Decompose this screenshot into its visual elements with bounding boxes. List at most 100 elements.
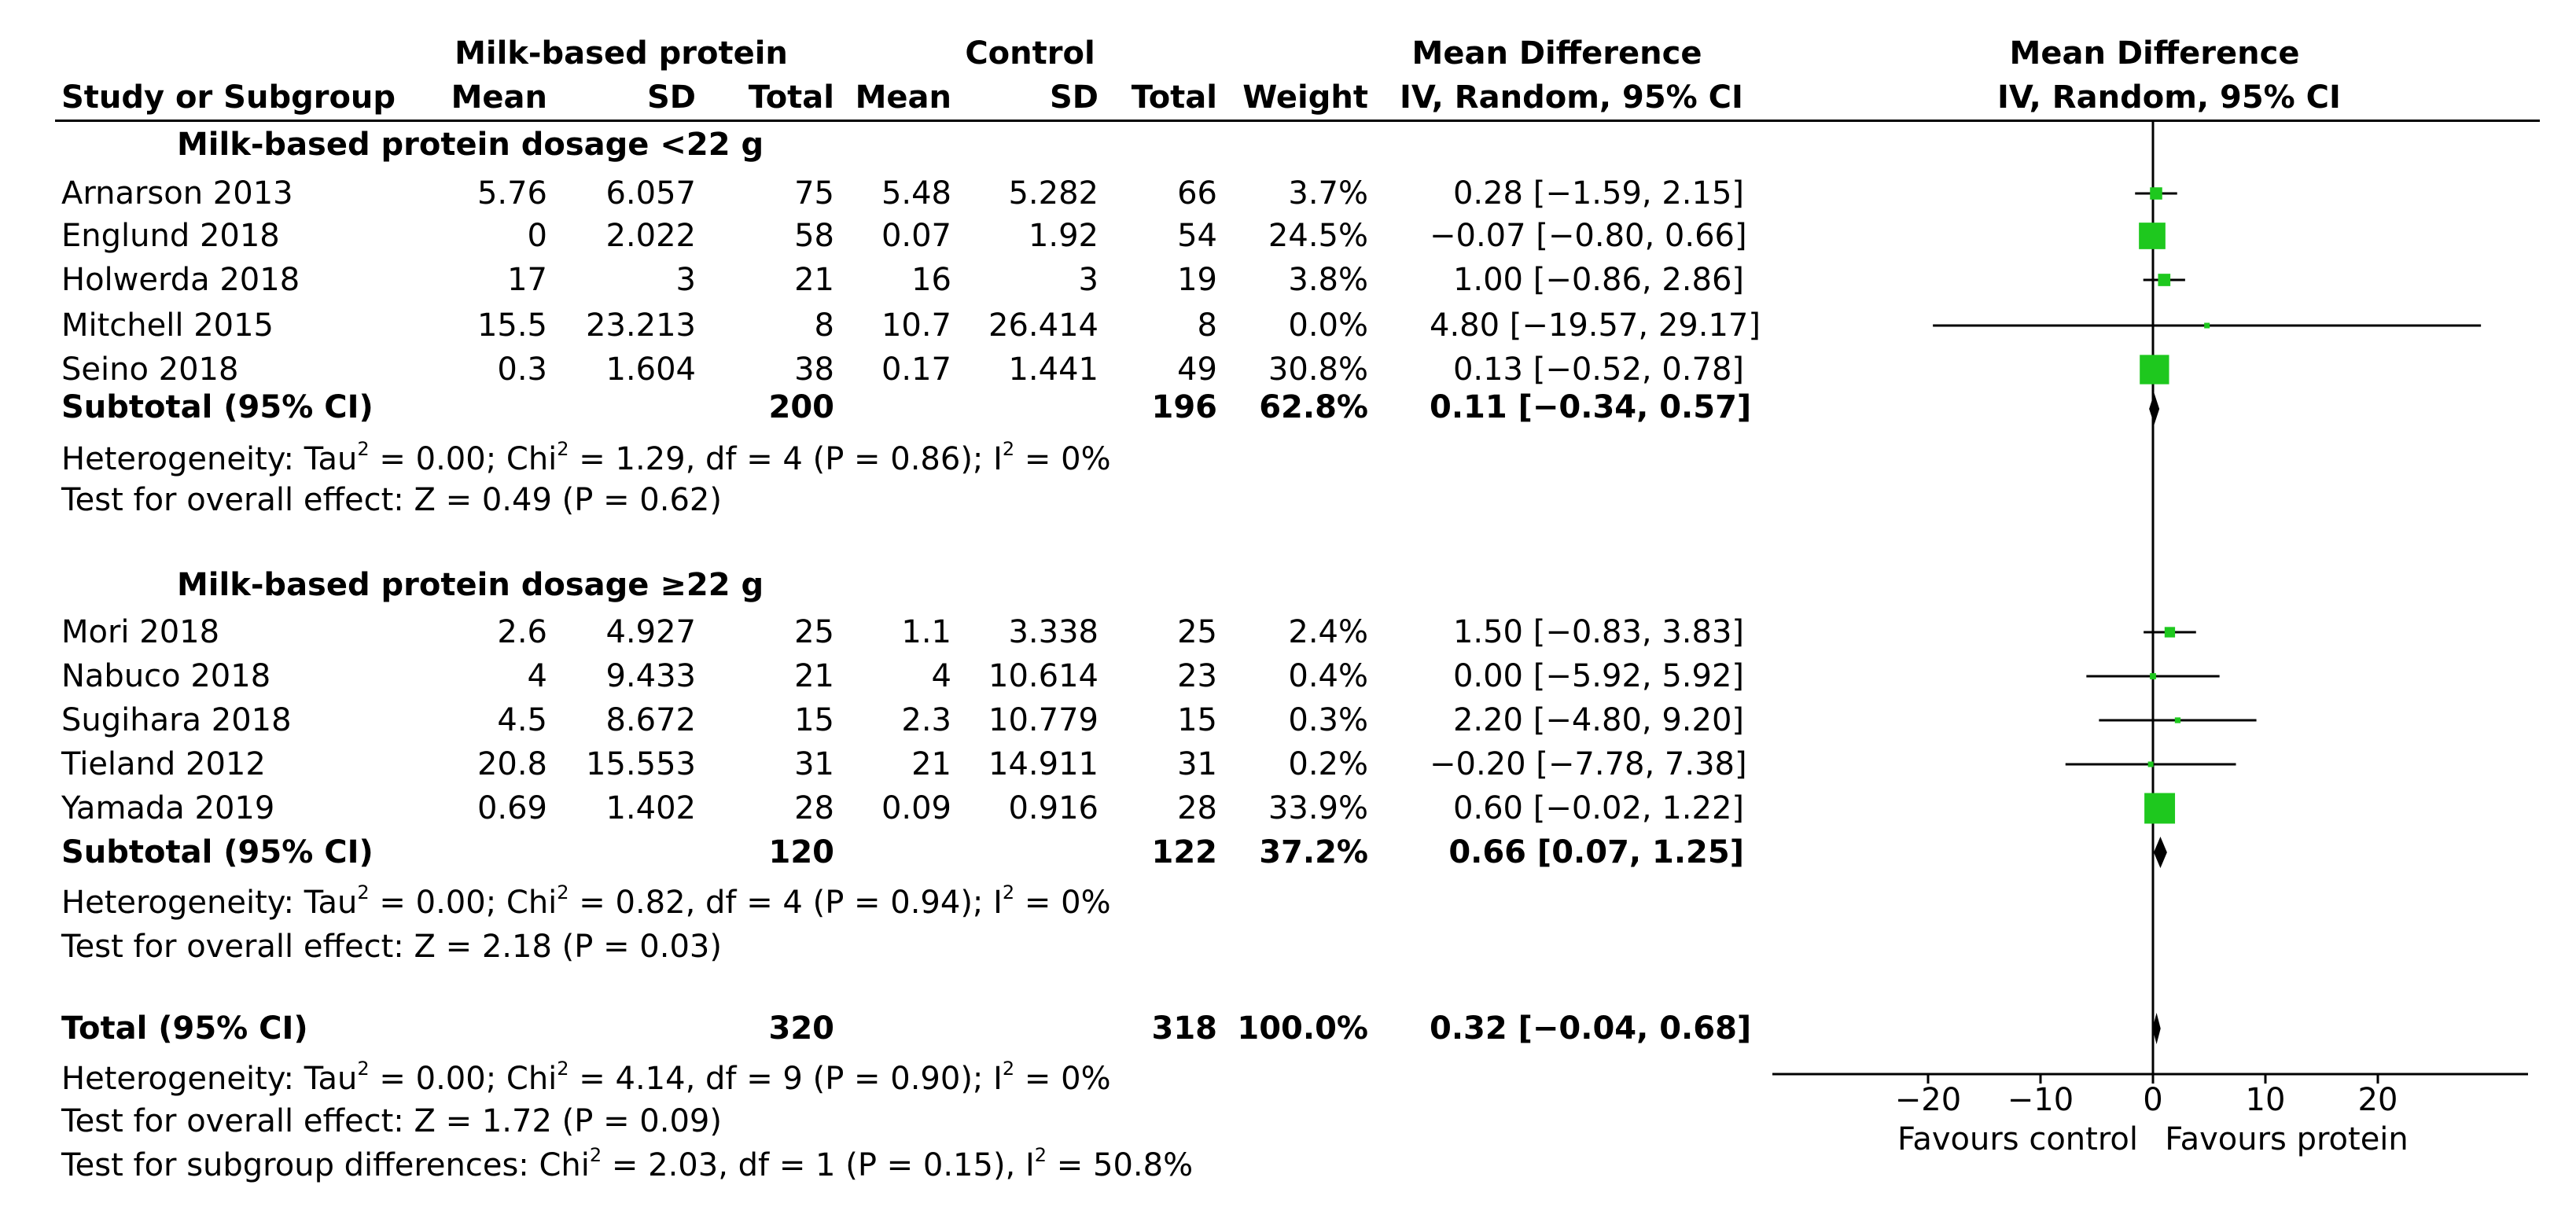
study-n1-cell: 75: [794, 175, 834, 212]
subtotal-label: Subtotal (95% CI): [61, 834, 374, 870]
subgroup-differences-text: Test for subgroup differences: Chi2 = 2.…: [61, 1146, 1193, 1184]
subgroup-diff-part: = 2.03, df = 1 (P = 0.15), I: [602, 1147, 1035, 1183]
superscript-2: 2: [557, 438, 569, 460]
study-m1-cell: 2.6: [497, 614, 547, 650]
header-group-milk-protein: Milk-based protein: [454, 35, 788, 72]
study-sd2-cell: 14.911: [988, 746, 1098, 782]
study-m1-cell: 5.76: [477, 175, 547, 212]
header-weight: Weight: [1242, 79, 1368, 116]
study-sd1-cell: 15.553: [586, 746, 696, 782]
total-label: Total (95% CI): [61, 1010, 308, 1047]
x-tick-label: −20: [1895, 1082, 1961, 1118]
subgroup-title: Milk-based protein dosage ≥22 g: [177, 567, 764, 603]
study-m2-cell: 0.09: [881, 790, 951, 826]
study-marker-8: [2174, 717, 2181, 723]
study-sd2-cell: 26.414: [988, 307, 1098, 344]
study-ci-cell: 0.60 [−0.02, 1.22]: [1452, 790, 1744, 826]
superscript-2: 2: [357, 438, 370, 460]
study-name: Mitchell 2015: [61, 307, 274, 344]
study-sd1-cell: 6.057: [605, 175, 696, 212]
heterogeneity-text: Heterogeneity: Tau2 = 0.00; Chi2 = 1.29,…: [61, 440, 1111, 478]
header-sd-1: SD: [646, 79, 696, 116]
favours-protein-label: Favours protein: [2165, 1121, 2409, 1157]
study-weight-cell: 3.8%: [1288, 262, 1368, 298]
study-weight-cell: 0.2%: [1288, 746, 1368, 782]
study-sd1-cell: 9.433: [605, 658, 696, 694]
study-n2-cell: 31: [1177, 746, 1217, 782]
header-mean-1: Mean: [451, 79, 547, 116]
plot-title: Mean Difference: [2009, 35, 2300, 72]
study-sd2-cell: 1.441: [1008, 351, 1098, 388]
study-m2-cell: 5.48: [881, 175, 951, 212]
overall-effect-text: Test for overall effect: Z = 0.49 (P = 0…: [61, 482, 722, 518]
heterogeneity-part: = 0.00; Chi: [369, 885, 558, 921]
study-n1-cell: 25: [794, 614, 834, 650]
heterogeneity-part: = 0.00; Chi: [369, 1061, 558, 1097]
header-rule: [55, 120, 2540, 122]
subtotal-ci: 0.11 [−0.34, 0.57]: [1430, 389, 1752, 425]
study-ci-cell: 2.20 [−4.80, 9.20]: [1452, 702, 1744, 738]
header-group-control: Control: [965, 35, 1095, 72]
study-name: Englund 2018: [61, 218, 280, 254]
study-n1-cell: 21: [794, 262, 834, 298]
total-ci: 0.32 [−0.04, 0.68]: [1430, 1010, 1752, 1047]
superscript-2: 2: [357, 881, 370, 903]
total-n1: 320: [768, 1010, 835, 1047]
study-name: Yamada 2019: [61, 790, 275, 826]
superscript-2: 2: [357, 1058, 370, 1080]
study-sd2-cell: 3: [1078, 262, 1098, 298]
study-m1-cell: 0.69: [477, 790, 547, 826]
study-m1-cell: 0.3: [497, 351, 547, 388]
study-m2-cell: 4: [931, 658, 951, 694]
header-total-2: Total: [1131, 79, 1217, 116]
subgroup-title: Milk-based protein dosage <22 g: [177, 127, 764, 163]
study-sd1-cell: 2.022: [605, 218, 696, 254]
study-n2-cell: 54: [1177, 218, 1217, 254]
header-mean-2: Mean: [855, 79, 951, 116]
heterogeneity-part: Heterogeneity: Tau: [61, 441, 358, 477]
header-total-1: Total: [748, 79, 834, 116]
summary-diamond-11: [2154, 837, 2167, 868]
study-weight-cell: 0.4%: [1288, 658, 1368, 694]
study-marker-4: [2140, 355, 2169, 385]
subtotal-n2: 122: [1151, 834, 1218, 870]
header-study-col: Study or Subgroup: [61, 79, 396, 116]
study-m1-cell: 4.5: [497, 702, 547, 738]
study-n2-cell: 15: [1177, 702, 1217, 738]
subtotal-n2: 196: [1151, 389, 1218, 425]
study-ci-cell: −0.07 [−0.80, 0.66]: [1430, 218, 1747, 254]
heterogeneity-part: = 0%: [1014, 885, 1111, 921]
study-n1-cell: 15: [794, 702, 834, 738]
header-sd-2: SD: [1049, 79, 1098, 116]
study-marker-1: [2139, 223, 2166, 249]
study-ci-cell: −0.20 [−7.78, 7.38]: [1430, 746, 1747, 782]
study-sd2-cell: 0.916: [1008, 790, 1098, 826]
study-m2-cell: 1.1: [901, 614, 951, 650]
study-name: Seino 2018: [61, 351, 239, 388]
study-n2-cell: 19: [1177, 262, 1217, 298]
study-n1-cell: 8: [814, 307, 834, 344]
study-m2-cell: 2.3: [901, 702, 951, 738]
heterogeneity-part: = 0%: [1014, 1061, 1111, 1097]
study-sd1-cell: 4.927: [605, 614, 696, 650]
study-m2-cell: 0.17: [881, 351, 951, 388]
heterogeneity-part: = 0.00; Chi: [369, 441, 558, 477]
x-tick-label: 20: [2358, 1082, 2398, 1118]
subtotal-ci: 0.66 [0.07, 1.25]: [1448, 834, 1744, 870]
heterogeneity-part: Heterogeneity: Tau: [61, 1061, 358, 1097]
subgroup-diff-part: Test for subgroup differences: Chi: [61, 1147, 590, 1183]
subgroup-diff-part: = 50.8%: [1047, 1147, 1194, 1183]
study-weight-cell: 2.4%: [1288, 614, 1368, 650]
total-heterogeneity-text: Heterogeneity: Tau2 = 0.00; Chi2 = 4.14,…: [61, 1058, 1111, 1098]
summary-diamond-12: [2152, 1013, 2161, 1044]
superscript-2: 2: [589, 1144, 602, 1166]
heterogeneity-part: = 0.82, df = 4 (P = 0.94); I: [569, 885, 1003, 921]
study-n1-cell: 28: [794, 790, 834, 826]
study-ci-cell: 1.00 [−0.86, 2.86]: [1452, 262, 1744, 298]
study-m2-cell: 16: [911, 262, 951, 298]
study-sd2-cell: 3.338: [1008, 614, 1098, 650]
heterogeneity-part: = 0%: [1014, 441, 1111, 477]
heterogeneity-text: Heterogeneity: Tau2 = 0.00; Chi2 = 0.82,…: [61, 881, 1111, 922]
study-m1-cell: 17: [507, 262, 547, 298]
study-sd1-cell: 1.604: [605, 351, 696, 388]
